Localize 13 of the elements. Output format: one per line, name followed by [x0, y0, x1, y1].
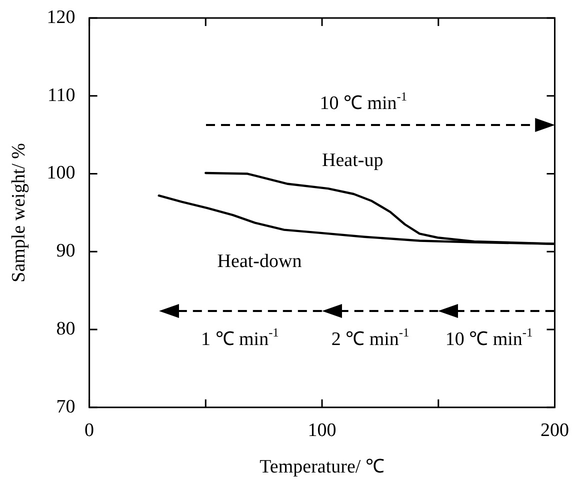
- x-tick-label: 200: [540, 420, 569, 441]
- y-tick-label: 110: [48, 84, 76, 106]
- y-axis-title: Sample weight/ %: [8, 142, 30, 282]
- y-tick-label: 100: [46, 162, 76, 184]
- x-tick-label: 100: [308, 420, 336, 441]
- x-tick-label: 0: [84, 420, 94, 441]
- y-tick-label: 90: [56, 240, 76, 262]
- x-axis-title: Temperature/ ℃: [260, 456, 384, 478]
- series-label: Heat-up: [322, 150, 384, 171]
- y-tick-label: 70: [56, 396, 76, 418]
- series-label: Heat-down: [217, 251, 302, 272]
- y-tick-label: 80: [56, 318, 76, 340]
- y-tick-label: 120: [46, 6, 76, 28]
